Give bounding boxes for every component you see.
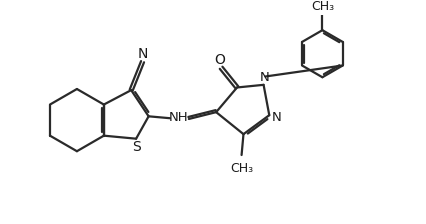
Text: N: N	[259, 71, 268, 84]
Text: CH₃: CH₃	[310, 0, 333, 13]
Text: O: O	[213, 53, 225, 67]
Text: CH₃: CH₃	[230, 162, 253, 175]
Text: S: S	[132, 140, 141, 154]
Text: N: N	[138, 47, 148, 61]
Text: N: N	[271, 111, 281, 124]
Text: NH: NH	[168, 111, 187, 124]
